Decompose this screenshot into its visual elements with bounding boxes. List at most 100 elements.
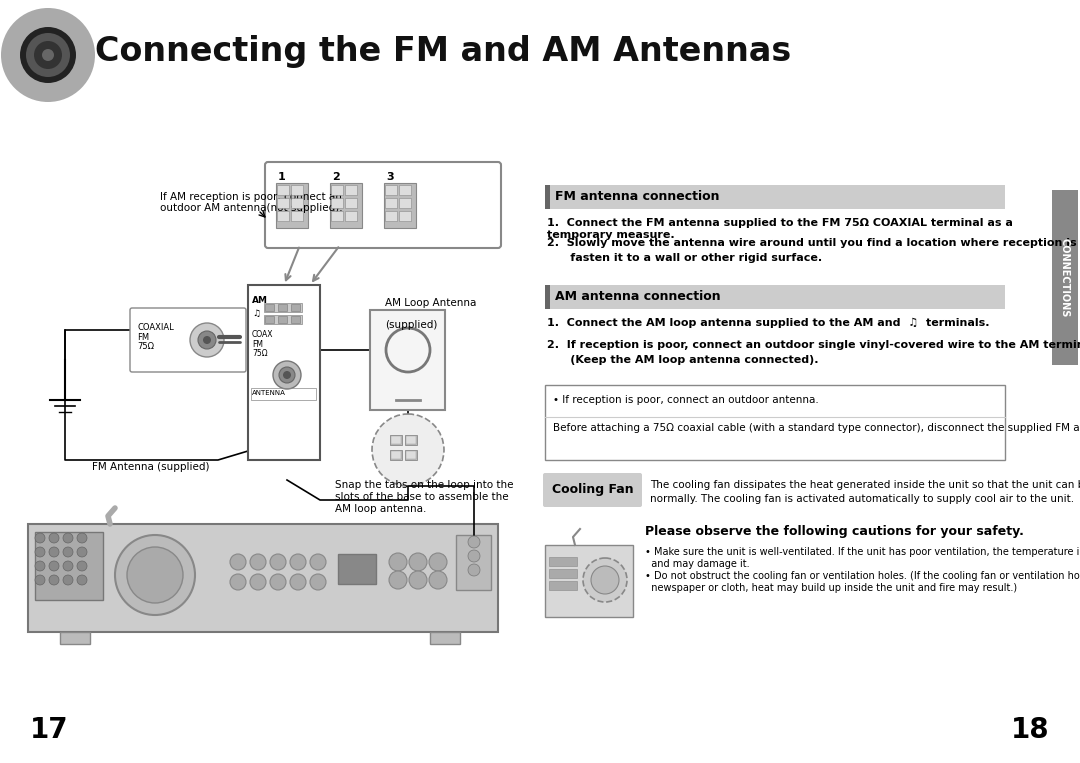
Bar <box>456 535 491 590</box>
Circle shape <box>468 536 480 548</box>
Circle shape <box>310 554 326 570</box>
Text: • Make sure the unit is well-ventilated. If the unit has poor ventilation, the t: • Make sure the unit is well-ventilated.… <box>645 547 1080 557</box>
Circle shape <box>33 41 62 69</box>
Bar <box>330 211 343 221</box>
Text: AM loop antenna.: AM loop antenna. <box>335 504 427 514</box>
Text: • Do not obstruct the cooling fan or ventilation holes. (If the cooling fan or v: • Do not obstruct the cooling fan or ven… <box>645 571 1080 581</box>
Text: COAXIAL: COAXIAL <box>137 323 174 332</box>
Circle shape <box>283 371 291 379</box>
Circle shape <box>591 566 619 594</box>
Text: • If reception is poor, connect an outdoor antenna.: • If reception is poor, connect an outdo… <box>553 395 819 405</box>
Bar <box>345 185 357 195</box>
Text: FM antenna connection: FM antenna connection <box>555 191 719 204</box>
Circle shape <box>63 533 73 543</box>
Bar <box>390 450 402 460</box>
Bar <box>370 310 445 410</box>
Text: 75Ω: 75Ω <box>137 342 154 351</box>
Circle shape <box>583 558 627 602</box>
Circle shape <box>26 33 70 77</box>
Bar <box>1052 190 1078 365</box>
Circle shape <box>230 554 246 570</box>
Text: and may damage it.: and may damage it. <box>645 559 750 569</box>
Circle shape <box>270 554 286 570</box>
Text: ♫: ♫ <box>252 309 260 318</box>
Bar <box>399 198 411 208</box>
Bar <box>264 303 302 312</box>
Circle shape <box>35 575 45 585</box>
Text: 18: 18 <box>1011 716 1050 744</box>
Bar <box>330 185 343 195</box>
Circle shape <box>77 533 87 543</box>
Circle shape <box>310 574 326 590</box>
Text: (Keep the AM loop antenna connected).: (Keep the AM loop antenna connected). <box>546 355 819 365</box>
Bar <box>291 304 300 311</box>
Text: Before attaching a 75Ω coaxial cable (with a standard type connector), disconnec: Before attaching a 75Ω coaxial cable (wi… <box>553 423 1080 433</box>
Bar <box>251 388 316 400</box>
Circle shape <box>249 574 266 590</box>
Circle shape <box>429 571 447 589</box>
Circle shape <box>21 27 76 83</box>
Bar <box>60 632 90 644</box>
Bar <box>545 285 550 309</box>
Text: FM: FM <box>252 340 264 349</box>
Circle shape <box>429 553 447 571</box>
Text: 1.  Connect the AM loop antenna supplied to the AM and  ♫  terminals.: 1. Connect the AM loop antenna supplied … <box>546 318 989 328</box>
Bar <box>405 435 417 445</box>
Text: Please observe the following cautions for your safety.: Please observe the following cautions fo… <box>645 525 1024 538</box>
Bar <box>330 183 362 228</box>
Circle shape <box>49 561 59 571</box>
Text: 3: 3 <box>386 172 393 182</box>
Text: 2: 2 <box>332 172 340 182</box>
Bar <box>430 632 460 644</box>
Bar <box>264 315 302 324</box>
Text: slots of the base to assemble the: slots of the base to assemble the <box>335 492 509 502</box>
Text: FM Antenna (supplied): FM Antenna (supplied) <box>92 462 210 472</box>
Text: newspaper or cloth, heat may build up inside the unit and fire may result.): newspaper or cloth, heat may build up in… <box>645 583 1017 593</box>
Circle shape <box>49 533 59 543</box>
Circle shape <box>203 336 211 344</box>
Bar <box>338 554 376 584</box>
Circle shape <box>389 553 407 571</box>
Text: fasten it to a wall or other rigid surface.: fasten it to a wall or other rigid surfa… <box>546 253 822 263</box>
Bar <box>549 581 577 590</box>
Text: Snap the tabs on the loop into the: Snap the tabs on the loop into the <box>335 480 513 490</box>
FancyBboxPatch shape <box>130 308 246 372</box>
Bar <box>278 304 287 311</box>
Bar <box>345 198 357 208</box>
Text: CONNECTIONS: CONNECTIONS <box>1059 238 1070 317</box>
Circle shape <box>249 554 266 570</box>
Circle shape <box>63 561 73 571</box>
Circle shape <box>16 23 80 87</box>
Text: normally. The cooling fan is activated automatically to supply cool air to the u: normally. The cooling fan is activated a… <box>650 494 1075 504</box>
Circle shape <box>63 547 73 557</box>
Circle shape <box>279 367 295 383</box>
Text: COAX: COAX <box>252 330 273 339</box>
Bar <box>291 185 303 195</box>
Bar <box>265 304 274 311</box>
Text: The cooling fan dissipates the heat generated inside the unit so that the unit c: The cooling fan dissipates the heat gene… <box>650 480 1080 490</box>
Text: 1: 1 <box>278 172 286 182</box>
Circle shape <box>198 331 216 349</box>
Text: FM: FM <box>137 333 149 342</box>
Text: outdoor AM antenna(not supplied).: outdoor AM antenna(not supplied). <box>160 203 342 213</box>
Circle shape <box>291 574 306 590</box>
Bar <box>291 211 303 221</box>
Circle shape <box>372 414 444 486</box>
Circle shape <box>230 574 246 590</box>
Bar <box>384 211 397 221</box>
Bar <box>35 532 103 600</box>
Text: AM Loop Antenna: AM Loop Antenna <box>384 298 476 308</box>
Bar <box>545 185 550 209</box>
Text: Connecting the FM and AM Antennas: Connecting the FM and AM Antennas <box>95 36 792 69</box>
Circle shape <box>77 547 87 557</box>
Bar <box>265 316 274 323</box>
Bar <box>405 450 417 460</box>
Text: 2.  Slowly move the antenna wire around until you find a location where receptio: 2. Slowly move the antenna wire around u… <box>546 238 1080 248</box>
Circle shape <box>468 550 480 562</box>
Bar <box>391 436 401 444</box>
Bar <box>390 435 402 445</box>
Bar <box>406 436 416 444</box>
Circle shape <box>127 547 183 603</box>
Bar <box>330 198 343 208</box>
Circle shape <box>468 564 480 576</box>
